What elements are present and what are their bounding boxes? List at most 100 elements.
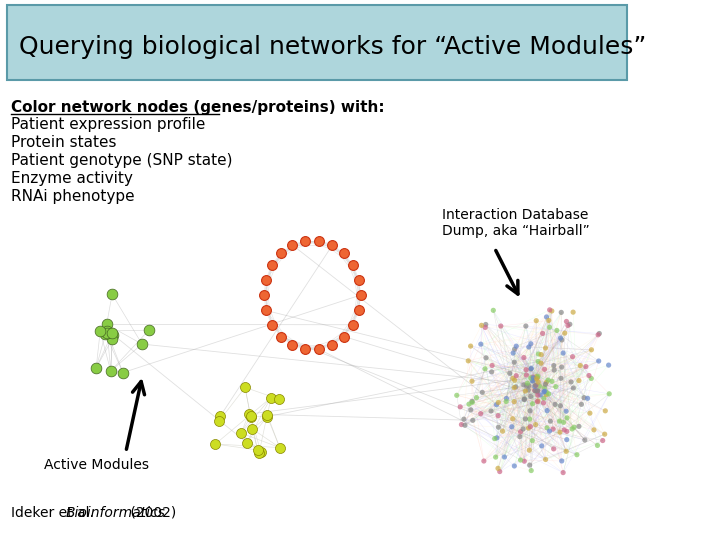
Point (492, 464, 504, 472)
Point (338, 249, 350, 258)
Point (554, 401, 566, 410)
Point (102, 328, 113, 337)
Point (491, 434, 503, 442)
Point (567, 308, 579, 316)
Point (476, 321, 487, 329)
Point (509, 345, 521, 354)
Text: Protein states: Protein states (11, 135, 116, 150)
Text: Querying biological networks for “Active Modules”: Querying biological networks for “Active… (19, 35, 647, 59)
Point (546, 377, 557, 386)
Point (210, 440, 221, 448)
Point (467, 398, 478, 407)
Point (593, 330, 604, 339)
Point (107, 290, 118, 299)
Text: Patient genotype (SNP state): Patient genotype (SNP state) (11, 153, 232, 168)
Point (588, 426, 600, 434)
Point (489, 434, 500, 443)
Point (531, 374, 542, 383)
Point (555, 374, 567, 383)
Point (567, 353, 578, 361)
Point (480, 354, 492, 362)
Point (451, 391, 462, 400)
Text: Active Modules: Active Modules (44, 458, 149, 472)
Point (576, 400, 588, 409)
Point (523, 446, 535, 455)
Point (573, 376, 585, 385)
Point (525, 422, 536, 431)
Point (514, 433, 526, 441)
Text: Interaction Database: Interaction Database (442, 208, 588, 222)
Point (508, 358, 520, 367)
Point (541, 378, 552, 387)
Point (353, 306, 364, 315)
Point (524, 461, 536, 469)
Point (467, 377, 478, 386)
Point (541, 313, 552, 321)
Point (274, 443, 286, 452)
Point (499, 453, 510, 461)
Point (525, 374, 536, 382)
Point (518, 381, 529, 389)
Point (510, 382, 521, 391)
Point (94, 327, 106, 335)
Point (534, 382, 545, 390)
FancyBboxPatch shape (7, 5, 626, 80)
Point (527, 400, 539, 408)
Point (531, 387, 543, 395)
Point (253, 449, 265, 457)
Point (91, 363, 102, 372)
Point (239, 383, 251, 391)
Point (508, 462, 520, 470)
Point (531, 387, 543, 396)
Point (585, 374, 597, 383)
Point (287, 241, 298, 249)
Point (556, 457, 567, 465)
Point (495, 322, 507, 330)
Point (490, 453, 501, 461)
Point (507, 374, 518, 382)
Point (355, 291, 366, 299)
Point (347, 320, 359, 329)
Point (533, 378, 544, 387)
Point (531, 381, 542, 390)
Point (597, 436, 608, 445)
Point (486, 361, 498, 370)
Point (532, 387, 544, 395)
Point (561, 427, 572, 436)
Point (541, 388, 552, 396)
Point (353, 275, 364, 284)
Point (465, 406, 477, 414)
Point (535, 359, 546, 368)
Point (560, 447, 572, 456)
Point (521, 381, 532, 390)
Point (523, 424, 534, 433)
Point (529, 382, 541, 391)
Point (101, 327, 112, 336)
Point (585, 346, 597, 354)
Point (520, 415, 531, 423)
Point (599, 430, 611, 438)
Point (541, 423, 553, 432)
Point (480, 323, 491, 332)
Text: Patient expression profile: Patient expression profile (11, 117, 205, 132)
Point (136, 340, 148, 348)
Point (462, 356, 474, 365)
Point (471, 393, 482, 402)
Point (274, 395, 285, 403)
Point (515, 427, 526, 436)
Point (528, 376, 539, 385)
Point (562, 414, 573, 422)
Point (492, 411, 504, 420)
Point (500, 397, 512, 406)
Point (573, 422, 585, 431)
Point (459, 421, 471, 430)
Point (583, 371, 595, 380)
Point (506, 422, 518, 431)
Point (105, 367, 117, 375)
Point (508, 397, 520, 406)
Point (463, 400, 474, 408)
Point (243, 410, 254, 418)
Text: (2002): (2002) (126, 506, 176, 520)
Point (521, 366, 532, 374)
Point (526, 436, 538, 445)
